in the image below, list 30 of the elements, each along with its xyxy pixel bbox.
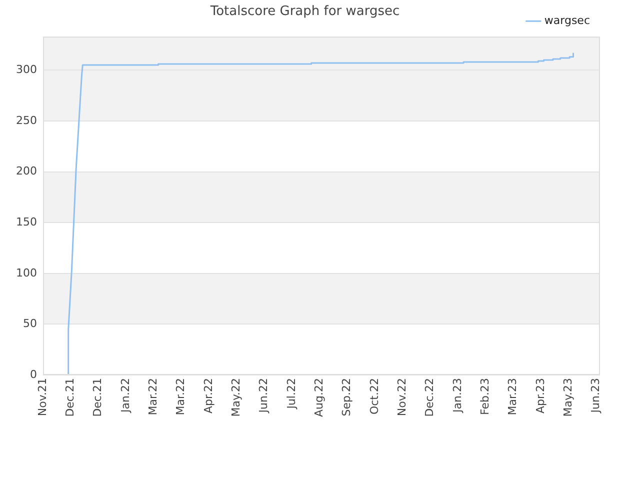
x-tick-label: Nov.22 bbox=[396, 378, 409, 416]
y-tick-label: 300 bbox=[16, 62, 37, 76]
chart-title: Totalscore Graph for wargsec bbox=[209, 4, 400, 20]
x-tick-label: May.23 bbox=[562, 378, 575, 417]
x-tick-label: Sep.22 bbox=[340, 378, 354, 416]
x-tick-label: Jul.22 bbox=[284, 378, 298, 410]
x-tick-label: Mar.22 bbox=[174, 378, 188, 416]
x-tick-label: Jun.23 bbox=[589, 378, 602, 414]
x-tick-label: Nov.21 bbox=[36, 378, 49, 416]
x-tick-label: Dec.21 bbox=[64, 378, 77, 417]
x-tick-label: Jan.23 bbox=[450, 378, 464, 414]
y-tick-label: 200 bbox=[16, 164, 37, 178]
x-tick-label: Apr.22 bbox=[202, 378, 215, 414]
y-tick-label: 250 bbox=[16, 114, 37, 127]
y-tick-label: 0 bbox=[30, 368, 37, 381]
x-tick-label: Oct.22 bbox=[368, 378, 381, 415]
x-tick-label: Mar.23 bbox=[506, 378, 520, 416]
x-tick-label: Dec.21 bbox=[91, 378, 104, 417]
y-tick-label: 150 bbox=[16, 215, 37, 228]
x-tick-label: Feb.23 bbox=[478, 378, 492, 416]
x-tick-label: Dec.22 bbox=[423, 378, 436, 417]
x-tick-label: May.22 bbox=[230, 378, 243, 417]
y-tick-label: 50 bbox=[22, 317, 37, 330]
x-tick-label: Jun.22 bbox=[257, 378, 270, 414]
x-tick-label: Jan.22 bbox=[118, 378, 132, 414]
x-tick-label: Mar.22 bbox=[146, 378, 160, 416]
x-tick-label: Aug.22 bbox=[312, 378, 326, 418]
x-tick-label: Apr.23 bbox=[534, 378, 547, 414]
y-tick-label: 100 bbox=[16, 266, 37, 280]
legend-label: wargsec bbox=[544, 14, 590, 27]
